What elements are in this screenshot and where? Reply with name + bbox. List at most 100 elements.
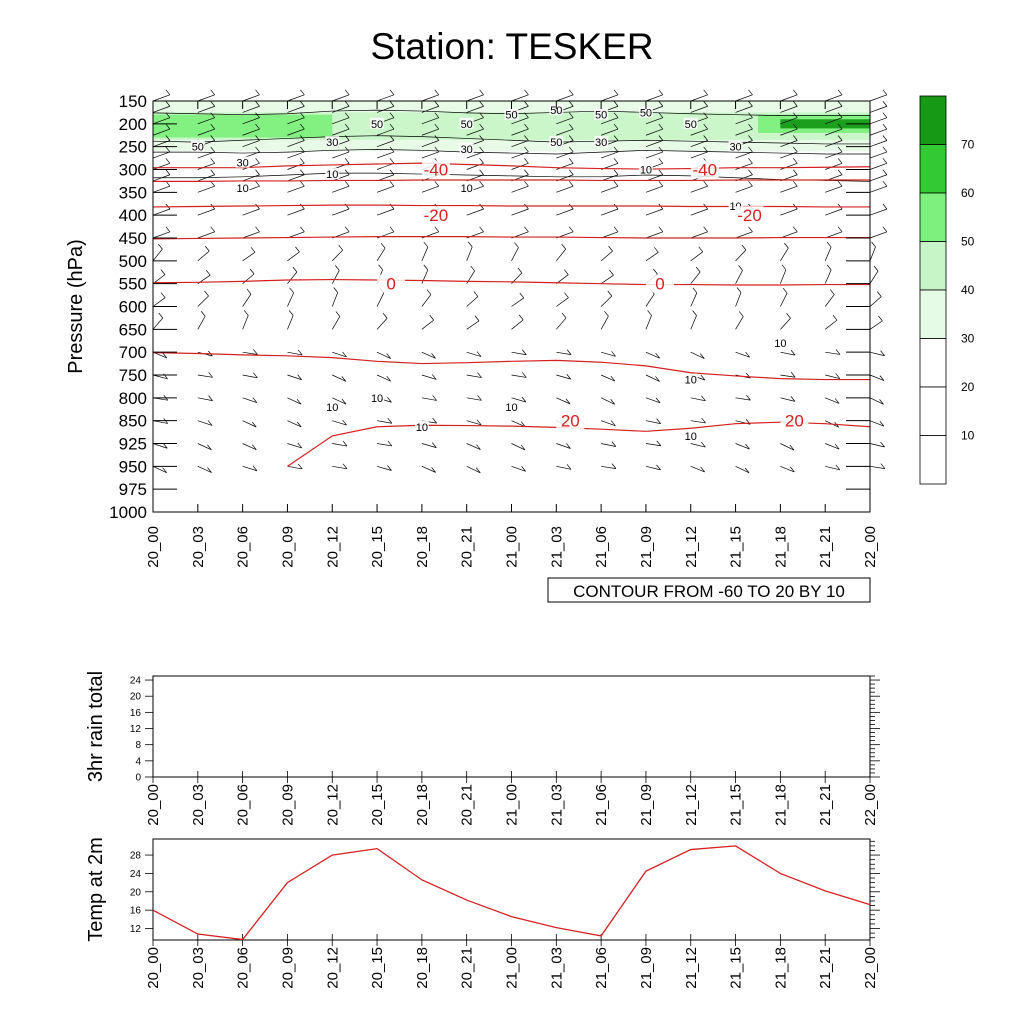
barb-flag-2-11 (250, 247, 256, 253)
barb-14-16 (780, 374, 796, 378)
barb-flag-11-10 (658, 226, 664, 233)
y-tick-label-9: 600 (119, 298, 147, 317)
wind-label-14: 10 (237, 183, 249, 195)
barb-flag-8-8 (524, 180, 529, 187)
barb-flag-4-13 (333, 287, 338, 293)
barb-0-0 (152, 94, 171, 102)
barb-0-8 (152, 185, 171, 193)
barb-11-5 (645, 151, 663, 159)
barb-14-13 (780, 292, 788, 307)
barb-flag-6-0 (434, 89, 440, 96)
barb-15-14 (824, 319, 838, 330)
barb-7-5 (466, 151, 484, 159)
barb-12-14 (690, 315, 697, 330)
barb-4-11 (331, 249, 343, 262)
barb-flag-1-7 (210, 169, 215, 175)
barb-flag-16-17 (879, 399, 884, 405)
wind-label-bg-14 (235, 181, 250, 193)
barb-11-2 (645, 117, 663, 125)
barb-5-18 (377, 420, 392, 424)
barb-flag-12-1 (703, 101, 708, 107)
barb-8-14 (511, 319, 524, 330)
temp-panel-frame (152, 838, 871, 941)
barb-flag-15-20 (835, 464, 841, 471)
rain-panel-xtick-label-15: 21_21 (817, 784, 834, 826)
barb-3-19 (287, 443, 302, 449)
barb-flag-15-14 (832, 314, 838, 321)
barb-2-2 (242, 117, 260, 125)
temp-contour-0 (152, 278, 870, 286)
barb-3-2 (287, 117, 305, 125)
wind-label-bg-1 (370, 117, 385, 129)
barb-8-4 (511, 140, 529, 147)
colorbar-label-2: 50 (961, 235, 975, 249)
barb-6-16 (421, 374, 437, 380)
barb-flag-7-3 (479, 123, 484, 130)
barb-11-8 (645, 185, 663, 193)
barb-9-6 (556, 162, 574, 170)
barb-3-7 (287, 174, 305, 182)
wind-label-bg-4 (549, 104, 564, 116)
barb-flag-13-5 (748, 146, 753, 153)
barb-11-9 (645, 208, 663, 216)
barb-3-15 (287, 351, 303, 356)
barb-6-8 (421, 185, 439, 193)
barb-13-17 (735, 397, 751, 401)
temp-label-7: 20 (785, 412, 804, 431)
barb-flag-10-8 (613, 180, 619, 187)
barb-flag-6-17 (432, 395, 437, 401)
barb-0-13 (152, 297, 166, 307)
barb-8-19 (511, 443, 526, 451)
barb-15-11 (824, 246, 832, 261)
barb-flag-1-12 (205, 269, 211, 276)
wind-label-bg-24 (414, 420, 429, 432)
barb-6-13 (421, 294, 432, 307)
barb-5-11 (376, 247, 386, 262)
temp-panel-xtick-label-1: 20_03 (190, 947, 207, 989)
temp-panel-xtick-label-5: 20_15 (369, 947, 386, 989)
barb-flag-15-0 (837, 89, 843, 96)
barb-flag-4-10 (344, 226, 350, 233)
barb-flag-3-20 (297, 463, 303, 470)
barb-flag-0-14 (158, 312, 164, 319)
wind-label-4: 50 (550, 105, 562, 117)
barb-flag-6-14 (429, 314, 434, 321)
barb-flag-10-11 (608, 245, 613, 252)
temp-label-3: -20 (737, 206, 762, 225)
barb-16-10 (869, 231, 888, 239)
barb-13-19 (735, 443, 750, 450)
barb-12-20 (690, 466, 705, 473)
barb-0-20 (152, 466, 167, 473)
barb-14-2 (780, 117, 798, 125)
barb-flag-9-19 (566, 443, 571, 449)
barb-flag-10-0 (613, 89, 619, 96)
barb-flag-5-2 (389, 112, 395, 118)
barb-flag-15-4 (837, 135, 843, 141)
temp-panel-xtick-label-13: 21_15 (728, 947, 745, 989)
barb-4-18 (332, 420, 347, 426)
barb-flag-1-19 (207, 444, 212, 451)
barb-flag-7-0 (479, 89, 484, 96)
barb-0-19 (152, 443, 168, 449)
barb-15-8 (825, 185, 843, 193)
barb-flag-2-15 (253, 349, 258, 355)
wind-label-bg-10 (235, 156, 250, 168)
barb-flag-14-11 (784, 242, 789, 249)
barb-9-16 (556, 374, 571, 380)
y-tick-label-6: 450 (119, 229, 147, 248)
barb-flag-8-19 (520, 444, 526, 451)
barb-flag-11-5 (658, 146, 664, 153)
barb-7-14 (466, 320, 480, 330)
wind-label-bg-19 (773, 337, 788, 349)
barb-8-3 (511, 128, 529, 136)
barb-flag-12-17 (701, 395, 706, 402)
barb-flag-16-18 (879, 421, 885, 427)
x-tick-label-10: 21_06 (593, 526, 610, 568)
barb-12-19 (690, 443, 706, 448)
temp-panel-xtick-label-6: 20_18 (414, 947, 431, 989)
rain-panel-xtick-label-16: 22_00 (862, 784, 879, 826)
barb-10-20 (601, 465, 617, 469)
barb-13-0 (735, 94, 753, 102)
temp-panel-xtick-label-8: 21_00 (504, 947, 521, 989)
wind-label-2: 50 (461, 119, 473, 131)
